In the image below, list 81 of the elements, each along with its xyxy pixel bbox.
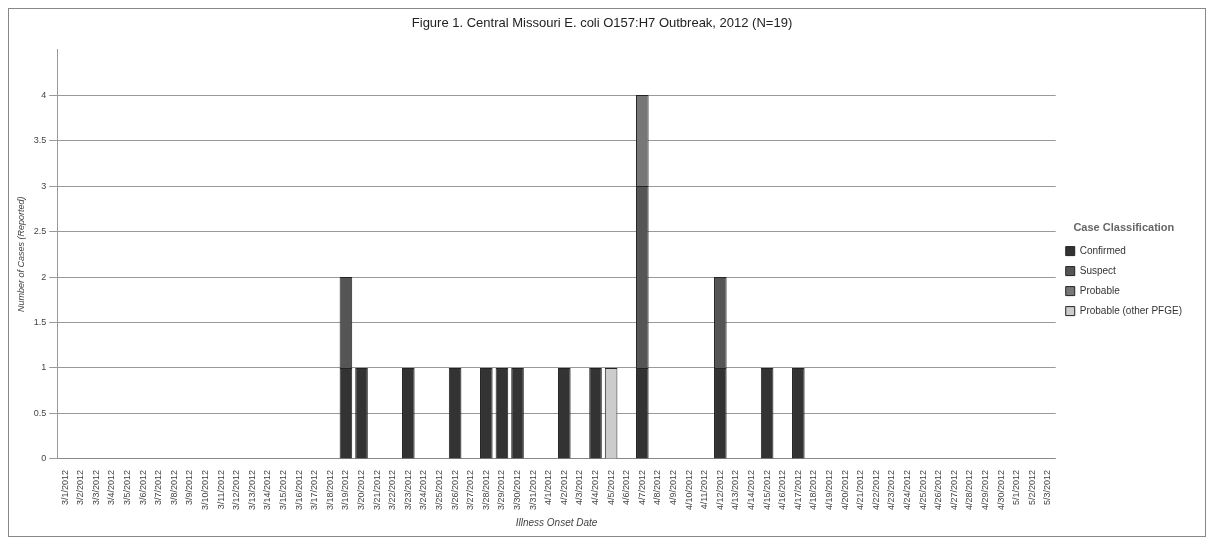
x-tick-label: 3/9/2012 xyxy=(184,469,195,506)
y-axis-title: Number of Cases (Reported) xyxy=(15,196,26,313)
x-tick-label: 3/13/2012 xyxy=(246,469,257,511)
y-tick-label: 2.5 xyxy=(33,226,47,237)
x-tick-label: 4/20/2012 xyxy=(839,469,850,511)
x-tick-label: 4/18/2012 xyxy=(808,469,819,511)
x-tick-label: 4/30/2012 xyxy=(995,469,1006,511)
x-tick-label: 3/3/2012 xyxy=(90,469,101,506)
x-tick-label: 3/30/2012 xyxy=(512,469,523,511)
x-tick-label: 3/19/2012 xyxy=(340,469,351,511)
x-tick-label: 5/2/2012 xyxy=(1026,469,1037,506)
y-tick-label: 4 xyxy=(41,89,47,100)
x-tick-label: 4/28/2012 xyxy=(964,469,975,511)
x-tick-label: 4/4/2012 xyxy=(590,469,601,506)
x-tick-label: 4/17/2012 xyxy=(792,469,803,511)
y-tick-label: 1.5 xyxy=(33,316,47,327)
x-tick-label: 4/15/2012 xyxy=(761,469,772,511)
x-tick-label: 4/9/2012 xyxy=(668,469,679,506)
x-tick-label: 3/6/2012 xyxy=(137,469,148,506)
x-tick-label: 4/21/2012 xyxy=(855,469,866,511)
x-tick-label: 3/5/2012 xyxy=(122,469,132,506)
x-tick-label: 4/25/2012 xyxy=(917,469,928,511)
x-tick-label: 4/29/2012 xyxy=(980,469,991,511)
x-tick-label: 3/10/2012 xyxy=(200,469,210,511)
x-tick-label: 4/6/2012 xyxy=(621,469,632,506)
x-tick-label: 4/16/2012 xyxy=(777,469,788,511)
x-tick-label: 3/22/2012 xyxy=(387,469,398,511)
x-tick-label: 3/27/2012 xyxy=(465,469,476,511)
x-tick-label: 3/18/2012 xyxy=(324,469,335,511)
x-tick-label: 4/7/2012 xyxy=(636,469,647,506)
x-tick-label: 3/12/2012 xyxy=(231,469,242,511)
x-tick-label: 4/3/2012 xyxy=(574,469,585,506)
chart-title: Figure 1. Central Missouri E. coli O157:H7 Outbreak, 2012 (N=19) xyxy=(411,15,793,31)
legend-label: Suspect xyxy=(1079,264,1117,276)
x-tick-label: 3/25/2012 xyxy=(434,469,444,511)
x-tick-label: 5/3/2012 xyxy=(1042,469,1053,506)
y-tick-label: 2 xyxy=(41,271,47,282)
y-tick-label: 1 xyxy=(41,362,47,373)
x-tick-label: 3/23/2012 xyxy=(402,469,413,511)
x-tick-label: 3/24/2012 xyxy=(418,469,429,511)
x-tick-label: 4/23/2012 xyxy=(886,469,897,511)
x-tick-label: 3/20/2012 xyxy=(356,469,366,511)
x-tick-label: 3/14/2012 xyxy=(262,469,273,511)
x-tick-label: 4/1/2012 xyxy=(543,469,554,506)
x-tick-label: 3/21/2012 xyxy=(371,469,382,511)
y-tick-label: 3 xyxy=(41,180,47,191)
x-tick-label: 4/26/2012 xyxy=(933,469,944,511)
x-tick-label: 4/13/2012 xyxy=(730,469,741,511)
x-tick-label: 3/29/2012 xyxy=(496,469,507,511)
x-tick-label: 4/8/2012 xyxy=(652,469,663,506)
x-tick-label: 3/4/2012 xyxy=(106,469,117,506)
x-tick-label: 3/2/2012 xyxy=(75,469,86,506)
x-tick-label: 3/17/2012 xyxy=(309,469,320,511)
x-tick-label: 3/11/2012 xyxy=(215,469,226,510)
x-tick-label: 4/24/2012 xyxy=(902,469,913,511)
legend-label: Confirmed xyxy=(1079,244,1126,256)
x-tick-label: 4/11/2012 xyxy=(699,469,710,510)
x-tick-label: 4/14/2012 xyxy=(746,469,757,511)
x-tick-label: 4/27/2012 xyxy=(948,469,959,511)
y-tick-label: 0 xyxy=(41,453,47,464)
x-tick-label: 4/5/2012 xyxy=(605,469,616,506)
x-tick-label: 3/15/2012 xyxy=(278,469,288,511)
x-tick-label: 3/1/2012 xyxy=(59,469,70,506)
x-tick-label: 4/19/2012 xyxy=(824,469,835,511)
x-tick-label: 3/16/2012 xyxy=(293,469,304,511)
x-tick-label: 4/10/2012 xyxy=(683,469,694,511)
legend-title: Case Classification xyxy=(1073,221,1175,234)
x-tick-label: 3/26/2012 xyxy=(449,469,460,511)
legend-label: Probable (other PFGE) xyxy=(1079,304,1182,316)
x-tick-label: 4/22/2012 xyxy=(870,469,881,511)
x-axis-title: Illness Onset Date xyxy=(515,516,598,528)
y-tick-label: 3.5 xyxy=(33,135,47,146)
x-tick-label: 4/12/2012 xyxy=(714,469,725,511)
x-tick-label: 5/1/2012 xyxy=(1011,469,1022,506)
x-tick-label: 3/7/2012 xyxy=(153,469,164,506)
y-tick-label: 0.5 xyxy=(33,407,47,418)
x-tick-label: 3/31/2012 xyxy=(527,469,538,511)
x-tick-label: 3/8/2012 xyxy=(168,469,179,506)
x-tick-label: 3/28/2012 xyxy=(480,469,491,511)
legend-label: Probable xyxy=(1079,284,1121,296)
x-tick-label: 4/2/2012 xyxy=(558,469,569,506)
